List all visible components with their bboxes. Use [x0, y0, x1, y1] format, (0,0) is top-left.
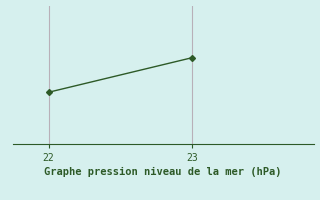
X-axis label: Graphe pression niveau de la mer (hPa): Graphe pression niveau de la mer (hPa)	[44, 167, 282, 177]
